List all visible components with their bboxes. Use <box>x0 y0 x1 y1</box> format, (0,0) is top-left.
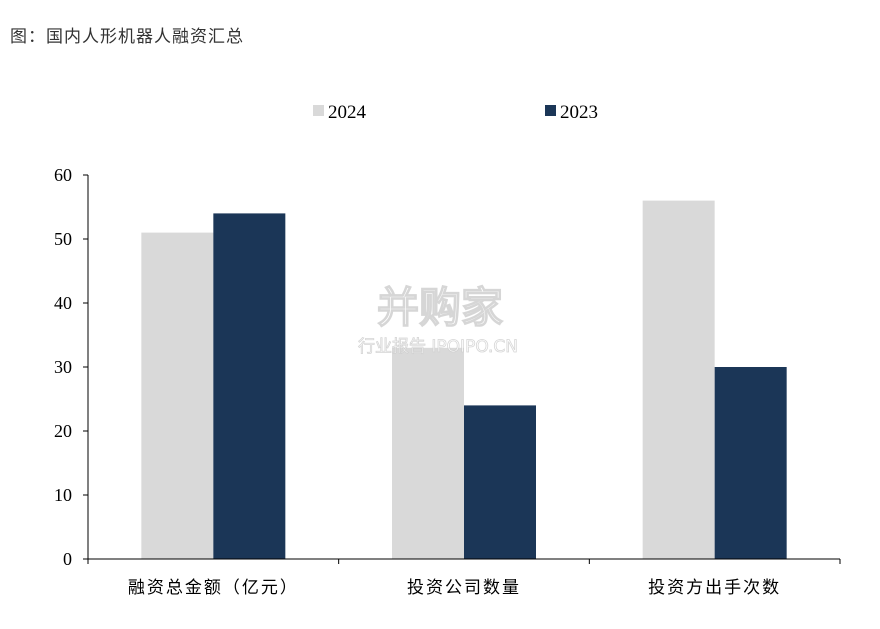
legend: 2024 2023 <box>313 102 598 123</box>
legend-label-2023: 2023 <box>560 102 598 123</box>
watermark-sub: 行业报告 IPOIPO.CN <box>358 337 518 357</box>
bar-2023-3 <box>714 367 787 559</box>
bar-2024-2 <box>392 347 464 559</box>
legend-label-2024: 2024 <box>328 102 367 123</box>
category-label: 投资公司数量 <box>407 578 521 598</box>
bar-2024-3 <box>642 200 715 559</box>
y-tick-label: 50 <box>54 229 72 249</box>
bar-2023-2 <box>464 405 536 559</box>
category-label: 融资总金额（亿元） <box>128 578 299 598</box>
axes-layer: 融资总金额（亿元） 投资公司数量 投资方出手次数 0 10 20 30 40 50 60 <box>54 165 841 598</box>
y-tick-label: 20 <box>54 421 72 441</box>
watermark-brand: 并购家 <box>377 283 503 332</box>
category-label: 投资方出手次数 <box>648 578 781 598</box>
y-tick-label: 0 <box>63 549 72 569</box>
y-tick-label: 30 <box>54 357 72 377</box>
figure-caption: 图：国内人形机器人融资汇总 <box>10 27 244 47</box>
bar-2023-1 <box>213 213 286 559</box>
bar-2024-1 <box>141 232 214 559</box>
y-tick-label: 10 <box>54 485 72 505</box>
legend-swatch-2024 <box>313 105 324 116</box>
y-tick-label: 60 <box>54 165 72 185</box>
bars-layer <box>141 200 787 559</box>
y-tick-label: 40 <box>54 293 72 313</box>
legend-swatch-2023 <box>545 105 556 116</box>
